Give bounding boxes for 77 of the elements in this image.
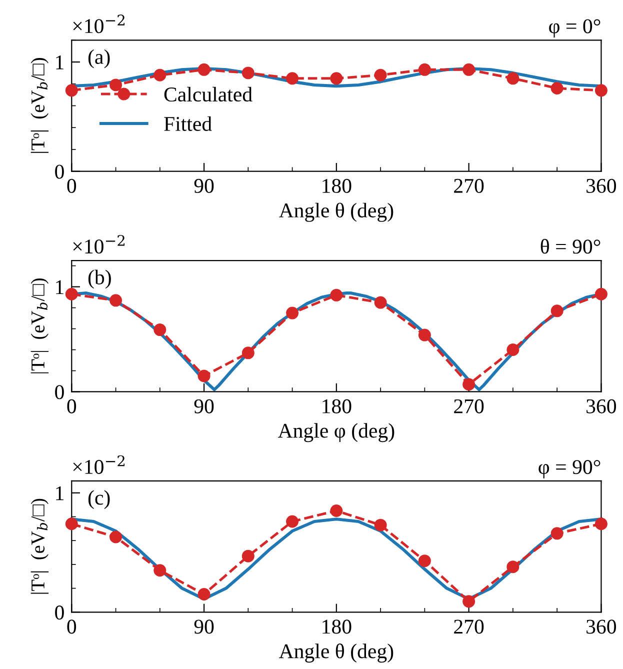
point — [374, 296, 387, 309]
y-axis-title: |Tᵒ| (eV$_{b}$/□) — [30, 58, 49, 153]
point — [154, 68, 166, 82]
y-tick-label: 1 — [56, 55, 64, 70]
point — [198, 588, 210, 600]
x-tick-label: 0 — [67, 620, 76, 634]
point — [594, 518, 608, 530]
point — [506, 72, 520, 85]
text: ×10$^{−2}$ — [73, 14, 124, 34]
point — [462, 378, 476, 391]
point — [242, 346, 254, 360]
x-tick-label: 180 — [322, 620, 352, 634]
x-tick-label: 90 — [194, 399, 214, 414]
y-tick-label: 1 — [56, 280, 64, 294]
y-axis-title: |Tᵒ| (eV$_{b}$/□) — [30, 278, 49, 374]
x-tick-label: 270 — [454, 620, 484, 634]
chart-title: (a) — [88, 49, 110, 68]
x-axis-title: Angle φ (deg) — [278, 423, 394, 442]
point — [594, 288, 608, 300]
x-tick-label: 270 — [454, 399, 484, 414]
point — [242, 66, 254, 80]
point — [374, 518, 387, 532]
point — [110, 294, 122, 307]
x-tick-label: 360 — [586, 399, 616, 414]
point — [550, 527, 564, 540]
y-tick-label: 0 — [55, 164, 64, 179]
legend-label: Calculated — [164, 86, 252, 102]
legend-label: Fitted — [164, 116, 212, 131]
point — [374, 68, 387, 82]
y-tick-label: 0 — [55, 385, 64, 400]
x-tick-label: 0 — [67, 178, 76, 193]
point — [462, 63, 476, 76]
text: ×10$^{−2}$ — [73, 234, 124, 254]
point — [286, 306, 299, 320]
point — [462, 595, 476, 608]
point — [550, 82, 564, 94]
x-tick-label: 270 — [454, 178, 484, 193]
point — [286, 72, 299, 85]
point — [110, 78, 122, 92]
point — [506, 560, 520, 574]
text: φ = 90° — [538, 460, 600, 478]
chart-title: (b) — [88, 270, 111, 289]
point — [198, 370, 210, 382]
point — [110, 530, 122, 544]
x-tick-label: 90 — [194, 620, 214, 634]
point — [242, 550, 254, 562]
point — [65, 518, 78, 530]
point — [418, 554, 431, 568]
text: θ = 90° — [540, 238, 600, 254]
point — [418, 328, 431, 342]
y-tick-label: 0 — [55, 606, 64, 620]
text: φ = 0° — [549, 19, 600, 38]
x-tick-label: 0 — [67, 399, 76, 414]
point — [506, 344, 520, 356]
point — [65, 84, 78, 97]
point — [418, 63, 431, 76]
text: ×10$^{−2}$ — [73, 455, 124, 474]
x-tick-label: 180 — [322, 178, 352, 193]
point — [330, 288, 343, 302]
x-axis-title: Angle θ (deg) — [278, 644, 394, 663]
y-axis-title: |Tᵒ| (eV$_{b}$/□) — [30, 498, 49, 594]
x-tick-label: 360 — [586, 620, 616, 634]
point — [154, 324, 166, 336]
x-tick-label: 360 — [586, 178, 616, 193]
point — [65, 288, 78, 300]
point — [594, 84, 608, 97]
point — [154, 564, 166, 577]
x-tick-label: 90 — [194, 178, 214, 193]
point — [286, 515, 299, 528]
chart-title: (c) — [88, 490, 110, 510]
point — [198, 63, 210, 76]
point — [330, 504, 343, 518]
x-tick-label: 180 — [322, 399, 352, 414]
x-axis-title: Angle θ (deg) — [278, 202, 394, 222]
y-tick-label: 1 — [56, 486, 64, 500]
point — [550, 304, 564, 318]
point — [330, 72, 343, 85]
